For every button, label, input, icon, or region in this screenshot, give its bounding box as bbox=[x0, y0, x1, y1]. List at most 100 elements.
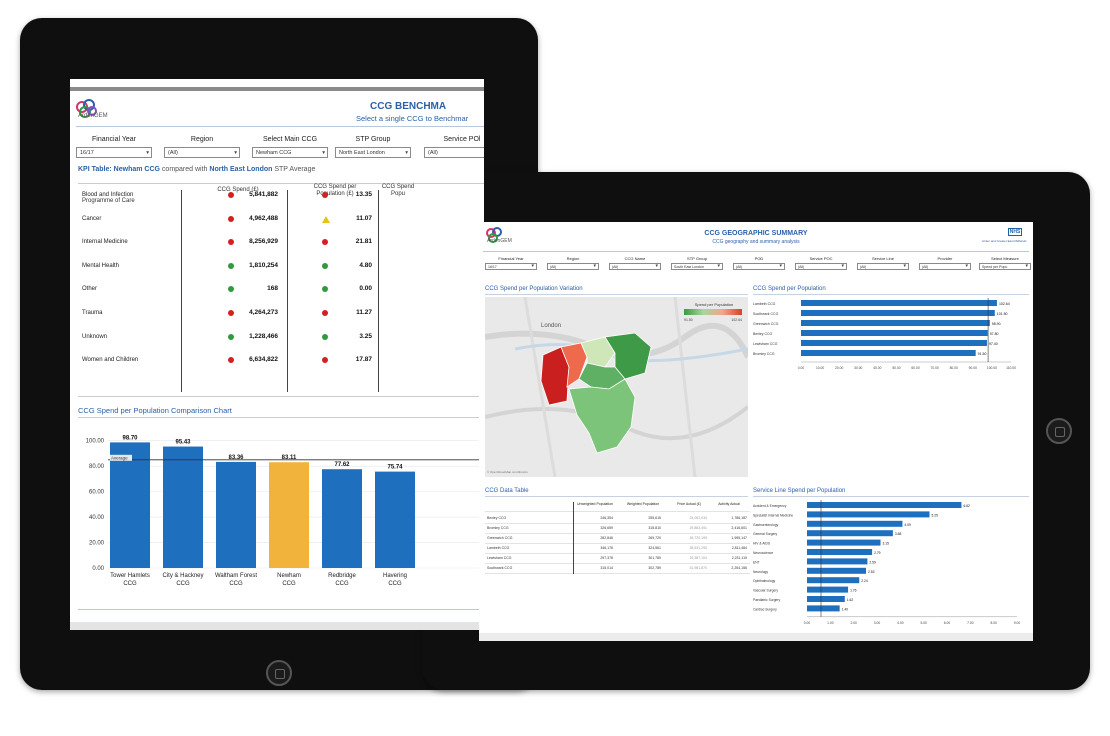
bar-value-label: 101.50 bbox=[997, 312, 1008, 316]
spend-value: 4,264,273 bbox=[249, 309, 278, 316]
x-tick-label: 2.00 bbox=[850, 621, 857, 625]
bar[interactable] bbox=[801, 350, 976, 356]
map-region-bromley[interactable] bbox=[568, 378, 636, 454]
ccg-data-table: Unweighted Population Weighted Population… bbox=[485, 502, 750, 582]
table-cell: 29,387,104 bbox=[689, 556, 707, 560]
bar[interactable] bbox=[110, 442, 150, 568]
filter-dropdown[interactable]: (All) bbox=[733, 263, 785, 270]
status-indicator bbox=[322, 215, 330, 223]
bar-value-label: 97.40 bbox=[989, 342, 998, 346]
map-region-bexley[interactable] bbox=[604, 332, 652, 380]
bar[interactable] bbox=[807, 502, 962, 508]
bar[interactable] bbox=[375, 471, 415, 568]
programme-label: Blood and Infection bbox=[82, 192, 134, 198]
ccg-map[interactable]: London bbox=[485, 297, 748, 477]
status-indicator bbox=[228, 357, 234, 364]
filter-dropdown[interactable]: South East London bbox=[671, 263, 723, 270]
spend-value: 8,256,929 bbox=[249, 238, 278, 246]
filter: Provider (All) bbox=[919, 256, 971, 270]
table-cell: 2,231,119 bbox=[731, 556, 747, 560]
filter-dropdown[interactable]: North East London bbox=[335, 147, 411, 158]
filter: Select Measure Spend per Popu bbox=[979, 256, 1031, 270]
spend-per-population-value: 21.81 bbox=[355, 238, 372, 246]
filter-dropdown[interactable]: (All) bbox=[609, 263, 661, 270]
x-tick-label: Redbridge bbox=[328, 573, 356, 579]
filter-dropdown[interactable]: (All) bbox=[547, 263, 599, 270]
divider bbox=[485, 294, 748, 295]
filter-dropdown[interactable]: Newham CCG bbox=[252, 147, 328, 158]
bar[interactable] bbox=[807, 577, 860, 584]
table-cell: 324,561 bbox=[648, 546, 661, 550]
map-title: CCG Spend per Population Variation bbox=[485, 286, 583, 292]
status-indicator bbox=[322, 262, 328, 269]
bar[interactable] bbox=[807, 511, 930, 518]
spend-value: 1,228,466 bbox=[249, 332, 278, 340]
y-tick-label: Bromley CCG bbox=[753, 352, 775, 356]
kpi-heading-stp: North East London bbox=[209, 166, 273, 173]
filter-dropdown[interactable]: 16/17 bbox=[485, 263, 537, 270]
y-tick-label: Southwark CCG bbox=[753, 312, 779, 316]
filter-dropdown[interactable]: (All) bbox=[795, 263, 847, 270]
table-cell: 1,995,147 bbox=[731, 536, 747, 540]
bar[interactable] bbox=[807, 539, 881, 546]
x-tick-label: 4.00 bbox=[897, 621, 904, 625]
comparison-chart-svg: 100.00 80.00 60.00 40.00 20.00 0.00 98.70 Tower… bbox=[86, 435, 484, 587]
programme-label: Women and Children bbox=[82, 357, 139, 364]
map-caption: © OpenStreetMap contributors bbox=[487, 470, 528, 474]
bar[interactable] bbox=[163, 446, 203, 568]
x-tick-label: 80.00 bbox=[950, 366, 958, 370]
table-cell: 2,254,156 bbox=[731, 566, 747, 570]
bar[interactable] bbox=[807, 567, 867, 574]
y-tick-label: Cardiac Surgery bbox=[753, 607, 777, 611]
spend-per-population-value: 11.07 bbox=[356, 214, 372, 222]
filter-dropdown[interactable]: (All) bbox=[919, 263, 971, 270]
bar[interactable] bbox=[807, 586, 849, 593]
bar-value-label: 1.62 bbox=[847, 598, 854, 602]
x-tick-label: 5.00 bbox=[920, 621, 927, 625]
bar[interactable] bbox=[801, 340, 987, 346]
filter: Region (All) bbox=[164, 136, 240, 158]
bar[interactable] bbox=[801, 300, 997, 306]
spend-value: 5,841,882 bbox=[249, 191, 278, 198]
filter-dropdown[interactable]: (All) bbox=[424, 147, 484, 158]
bar[interactable] bbox=[216, 461, 256, 568]
x-tick-label: 50.00 bbox=[892, 366, 900, 370]
bar[interactable] bbox=[807, 549, 873, 555]
table-cell: 297,378 bbox=[600, 556, 613, 560]
column-header-programme: Programme of Care bbox=[82, 198, 135, 204]
filter-dropdown[interactable]: (All) bbox=[164, 147, 240, 158]
page-subtitle: Select a single CCG to Benchmar bbox=[356, 114, 469, 123]
kpi-row: Women and Children 6,634,822 17.87 bbox=[78, 356, 484, 380]
filter-dropdown[interactable]: (All) bbox=[857, 263, 909, 270]
table-cell: 2,416,601 bbox=[731, 526, 747, 530]
x-tick-label: 0.00 bbox=[798, 366, 805, 370]
table-row: Lambeth CCG 346,176 324,561 35,531,290 2,811… bbox=[485, 544, 750, 554]
page-subtitle: CCG geography and summary analysis bbox=[712, 239, 800, 245]
bar[interactable] bbox=[807, 530, 893, 537]
bar[interactable] bbox=[269, 462, 309, 568]
filter-dropdown[interactable]: 16/17 bbox=[76, 147, 152, 158]
filter-dropdown[interactable]: Spend per Popu bbox=[979, 263, 1031, 270]
bar[interactable] bbox=[801, 320, 990, 326]
bar[interactable] bbox=[322, 469, 362, 568]
table-header-cell: Unweighted Population bbox=[577, 502, 613, 506]
bar-value-label: 98.90 bbox=[992, 322, 1001, 326]
bar[interactable] bbox=[807, 605, 840, 612]
home-button[interactable] bbox=[1046, 418, 1072, 444]
bar[interactable] bbox=[807, 558, 868, 565]
bar[interactable] bbox=[801, 330, 988, 336]
average-label-bg bbox=[110, 454, 132, 461]
bar[interactable] bbox=[801, 310, 995, 316]
table-header-row: Unweighted Population Weighted Population… bbox=[485, 502, 750, 512]
bar[interactable] bbox=[807, 520, 903, 527]
status-indicator bbox=[322, 310, 328, 316]
filter-label: Service POl bbox=[443, 136, 481, 143]
status-indicator bbox=[228, 286, 234, 293]
home-button[interactable] bbox=[266, 660, 292, 686]
bar[interactable] bbox=[807, 596, 845, 602]
x-tick-label: 60.00 bbox=[911, 366, 919, 370]
filter: Service POl (All) bbox=[424, 136, 484, 158]
benchmark-dashboard: ArdenGEM CCG BENCHMA Select a single CCG… bbox=[70, 79, 484, 630]
data-table-title: CCG Data Table bbox=[485, 488, 529, 494]
